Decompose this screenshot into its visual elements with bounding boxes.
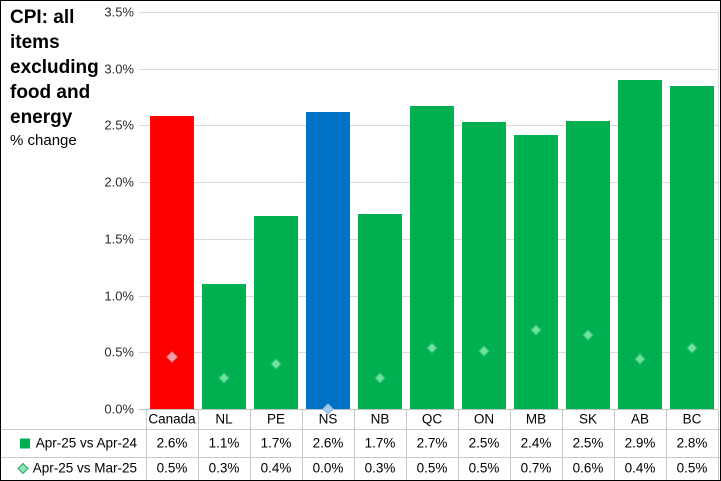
legend-label-apr24: Apr-25 vs Apr-24	[35, 435, 137, 451]
cell-mar25-mb: 0.7%	[520, 460, 552, 476]
table-column-separator	[198, 410, 199, 480]
cell-apr24-nl: 1.1%	[208, 435, 240, 451]
y-axis-tick-label: 0.5%	[104, 344, 134, 360]
cell-mar25-canada: 0.5%	[156, 460, 188, 476]
table-column-separator	[510, 410, 511, 480]
chart-title: CPI: all items excluding food and energy	[10, 7, 99, 128]
bar-canada	[150, 116, 194, 409]
bar-pe	[254, 216, 298, 409]
legend-row-apr24: Apr-25 vs Apr-24	[1, 436, 137, 451]
table-column-separator	[458, 410, 459, 480]
bar-qc	[410, 106, 454, 409]
category-label-qc: QC	[421, 411, 443, 427]
category-label-ns: NS	[318, 411, 338, 427]
x-axis-line	[139, 409, 718, 410]
cell-mar25-on: 0.5%	[468, 460, 500, 476]
chart-subtitle: % change	[10, 132, 77, 149]
bar-sk	[566, 120, 610, 409]
cell-apr24-canada: 2.6%	[156, 435, 188, 451]
category-label-nb: NB	[370, 411, 390, 427]
table-column-separator	[614, 410, 615, 480]
legend-row-mar25: Apr-25 vs Mar-25	[1, 461, 137, 476]
table-column-separator	[718, 410, 719, 480]
cell-mar25-qc: 0.5%	[416, 460, 448, 476]
y-axis-tick-label: 3.0%	[104, 61, 134, 77]
table-column-separator	[562, 410, 563, 480]
cell-apr24-bc: 2.8%	[676, 435, 708, 451]
bar-nl	[202, 284, 246, 409]
cell-mar25-pe: 0.4%	[260, 460, 292, 476]
y-axis-tick-label: 3.5%	[104, 4, 134, 20]
table-column-separator	[666, 410, 667, 480]
category-label-on: ON	[473, 411, 495, 427]
cell-apr24-qc: 2.7%	[416, 435, 448, 451]
y-axis-tick-label: 0.0%	[104, 401, 134, 417]
table-column-separator	[302, 410, 303, 480]
cell-mar25-ab: 0.4%	[624, 460, 656, 476]
gridline	[139, 12, 718, 13]
table-line	[1, 457, 720, 458]
bar-on	[462, 122, 506, 409]
table-column-separator	[250, 410, 251, 480]
y-axis-tick-label: 1.5%	[104, 231, 134, 247]
table-column-separator	[146, 410, 147, 480]
table-column-separator	[354, 410, 355, 480]
table-column-separator	[406, 410, 407, 480]
y-axis-tick-label: 2.5%	[104, 117, 134, 133]
y-axis-tick-label: 2.0%	[104, 174, 134, 190]
category-label-sk: SK	[578, 411, 597, 427]
bar-bc	[670, 85, 714, 409]
category-label-pe: PE	[266, 411, 285, 427]
cell-mar25-bc: 0.5%	[676, 460, 708, 476]
bar-mb	[514, 134, 558, 409]
category-label-nl: NL	[215, 411, 233, 427]
cell-apr24-ab: 2.9%	[624, 435, 656, 451]
bar-ns	[306, 111, 350, 409]
cell-mar25-nb: 0.3%	[364, 460, 396, 476]
legend-label-mar25: Apr-25 vs Mar-25	[32, 460, 137, 476]
cell-apr24-mb: 2.4%	[520, 435, 552, 451]
cell-apr24-ns: 2.6%	[312, 435, 344, 451]
cell-apr24-sk: 2.5%	[572, 435, 604, 451]
y-axis-tick-label: 1.0%	[104, 288, 134, 304]
category-label-bc: BC	[682, 411, 702, 427]
gridline	[139, 68, 718, 70]
cell-apr24-nb: 1.7%	[364, 435, 396, 451]
cell-mar25-sk: 0.6%	[572, 460, 604, 476]
cell-mar25-nl: 0.3%	[208, 460, 240, 476]
legend-square-icon	[19, 438, 30, 448]
category-label-canada: Canada	[148, 411, 196, 427]
plot-area-right-border	[718, 12, 719, 409]
cell-apr24-pe: 1.7%	[260, 435, 292, 451]
category-label-ab: AB	[630, 411, 649, 427]
category-label-mb: MB	[525, 411, 547, 427]
cell-mar25-ns: 0.0%	[312, 460, 344, 476]
legend-diamond-icon	[17, 462, 29, 474]
cell-apr24-on: 2.5%	[468, 435, 500, 451]
table-line	[1, 429, 720, 430]
